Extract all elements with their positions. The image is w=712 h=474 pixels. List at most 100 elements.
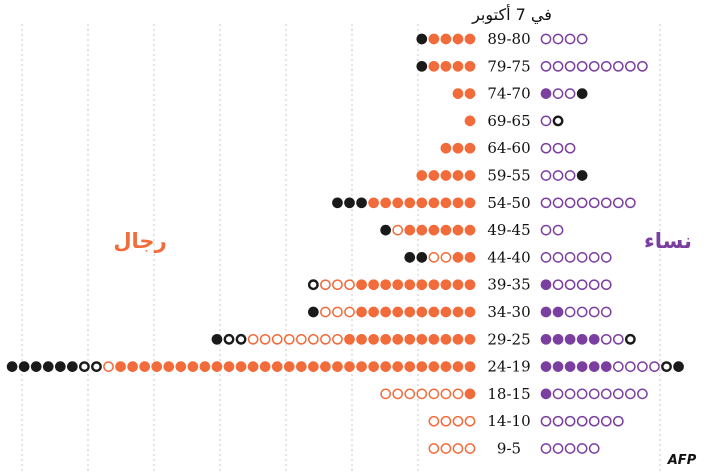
men-dot xyxy=(344,279,355,291)
men-dot xyxy=(416,224,428,236)
women-dot xyxy=(600,415,612,427)
women-dot xyxy=(588,443,600,454)
women-dot xyxy=(637,361,648,372)
men-dot xyxy=(380,306,391,318)
men-dot xyxy=(464,333,476,345)
men-dot xyxy=(416,306,428,318)
women-dot xyxy=(576,443,588,454)
men-dot xyxy=(452,197,464,209)
men-dot xyxy=(380,333,391,345)
men-dot xyxy=(464,415,476,427)
women-dot xyxy=(564,361,576,372)
women-dot xyxy=(540,88,552,99)
men-dot xyxy=(380,361,391,372)
men-dot xyxy=(404,333,416,345)
men-dot xyxy=(235,361,247,372)
men-dot xyxy=(211,361,223,372)
men-dot xyxy=(440,415,452,427)
men-dot xyxy=(428,279,440,291)
men-dot xyxy=(392,388,404,400)
men-dot xyxy=(404,306,416,318)
men-dot xyxy=(416,279,428,291)
women-dot xyxy=(612,361,624,372)
chart-title: في 7 أكتوبر xyxy=(471,4,552,25)
men-dot xyxy=(404,224,416,236)
women-dot xyxy=(552,279,564,291)
women-side-label: نساء xyxy=(644,229,692,253)
women-dot xyxy=(588,361,600,372)
women-dot xyxy=(564,60,576,72)
age-group-label: 64-60 xyxy=(487,139,530,157)
men-dot xyxy=(344,361,355,372)
men-dot xyxy=(308,333,319,345)
women-dot xyxy=(600,279,612,291)
women-dot xyxy=(564,170,576,181)
men-dot xyxy=(163,361,175,372)
men-dot xyxy=(404,388,416,400)
age-row: 34-30 xyxy=(308,303,612,321)
men-dot xyxy=(235,333,247,345)
men-dot xyxy=(151,361,163,372)
men-dot xyxy=(283,333,295,345)
age-group-label: 24-19 xyxy=(487,358,530,376)
men-dot xyxy=(380,279,391,291)
men-dot xyxy=(452,279,464,291)
men-dot xyxy=(380,224,391,236)
men-dot xyxy=(428,252,440,263)
women-dot xyxy=(552,33,564,45)
women-dot xyxy=(576,88,588,99)
women-dot xyxy=(673,361,684,372)
age-group-label: 74-70 xyxy=(487,85,530,103)
men-dot xyxy=(79,361,90,372)
men-dot xyxy=(428,224,440,236)
men-dot xyxy=(428,388,440,400)
men-dot xyxy=(440,443,452,454)
men-dot xyxy=(67,361,78,372)
men-dot xyxy=(320,279,331,291)
men-dot xyxy=(416,33,428,45)
men-dot xyxy=(452,306,464,318)
age-group-label: 9-5 xyxy=(497,440,521,458)
women-dot xyxy=(540,361,552,372)
women-dot xyxy=(540,224,552,236)
men-dot xyxy=(428,333,440,345)
men-dot xyxy=(452,415,464,427)
men-dot xyxy=(332,361,343,372)
age-row: 49-45 xyxy=(380,221,564,239)
age-row: 29-25 xyxy=(211,330,636,348)
women-dot xyxy=(540,333,552,345)
men-dot xyxy=(464,197,476,209)
men-dot xyxy=(464,306,476,318)
men-dot xyxy=(440,279,452,291)
men-dot xyxy=(440,361,452,372)
men-dot xyxy=(428,60,440,72)
men-dot xyxy=(320,306,331,318)
women-dot xyxy=(552,115,564,127)
men-dot xyxy=(452,333,464,345)
women-dot xyxy=(552,60,564,72)
men-dot xyxy=(223,333,235,345)
women-dot xyxy=(625,388,636,400)
women-dot xyxy=(600,333,612,345)
women-dot xyxy=(600,388,612,400)
age-group-label: 59-55 xyxy=(487,167,530,185)
women-dot xyxy=(600,306,612,318)
men-dot xyxy=(356,306,367,318)
men-dot xyxy=(416,388,428,400)
men-dot xyxy=(6,361,18,372)
men-dot xyxy=(42,361,54,372)
women-dot xyxy=(552,361,564,372)
women-dot xyxy=(649,361,660,372)
men-dot xyxy=(320,333,331,345)
women-dot xyxy=(564,88,576,99)
men-dot xyxy=(332,306,343,318)
women-dot xyxy=(600,361,612,372)
men-dot xyxy=(440,252,452,263)
age-row: 24-19 xyxy=(6,358,684,376)
men-dot xyxy=(308,306,319,318)
women-dot xyxy=(588,333,600,345)
women-dot xyxy=(625,60,636,72)
women-dot xyxy=(540,142,552,154)
men-dot xyxy=(464,33,476,45)
age-row: 69-65 xyxy=(464,112,564,130)
